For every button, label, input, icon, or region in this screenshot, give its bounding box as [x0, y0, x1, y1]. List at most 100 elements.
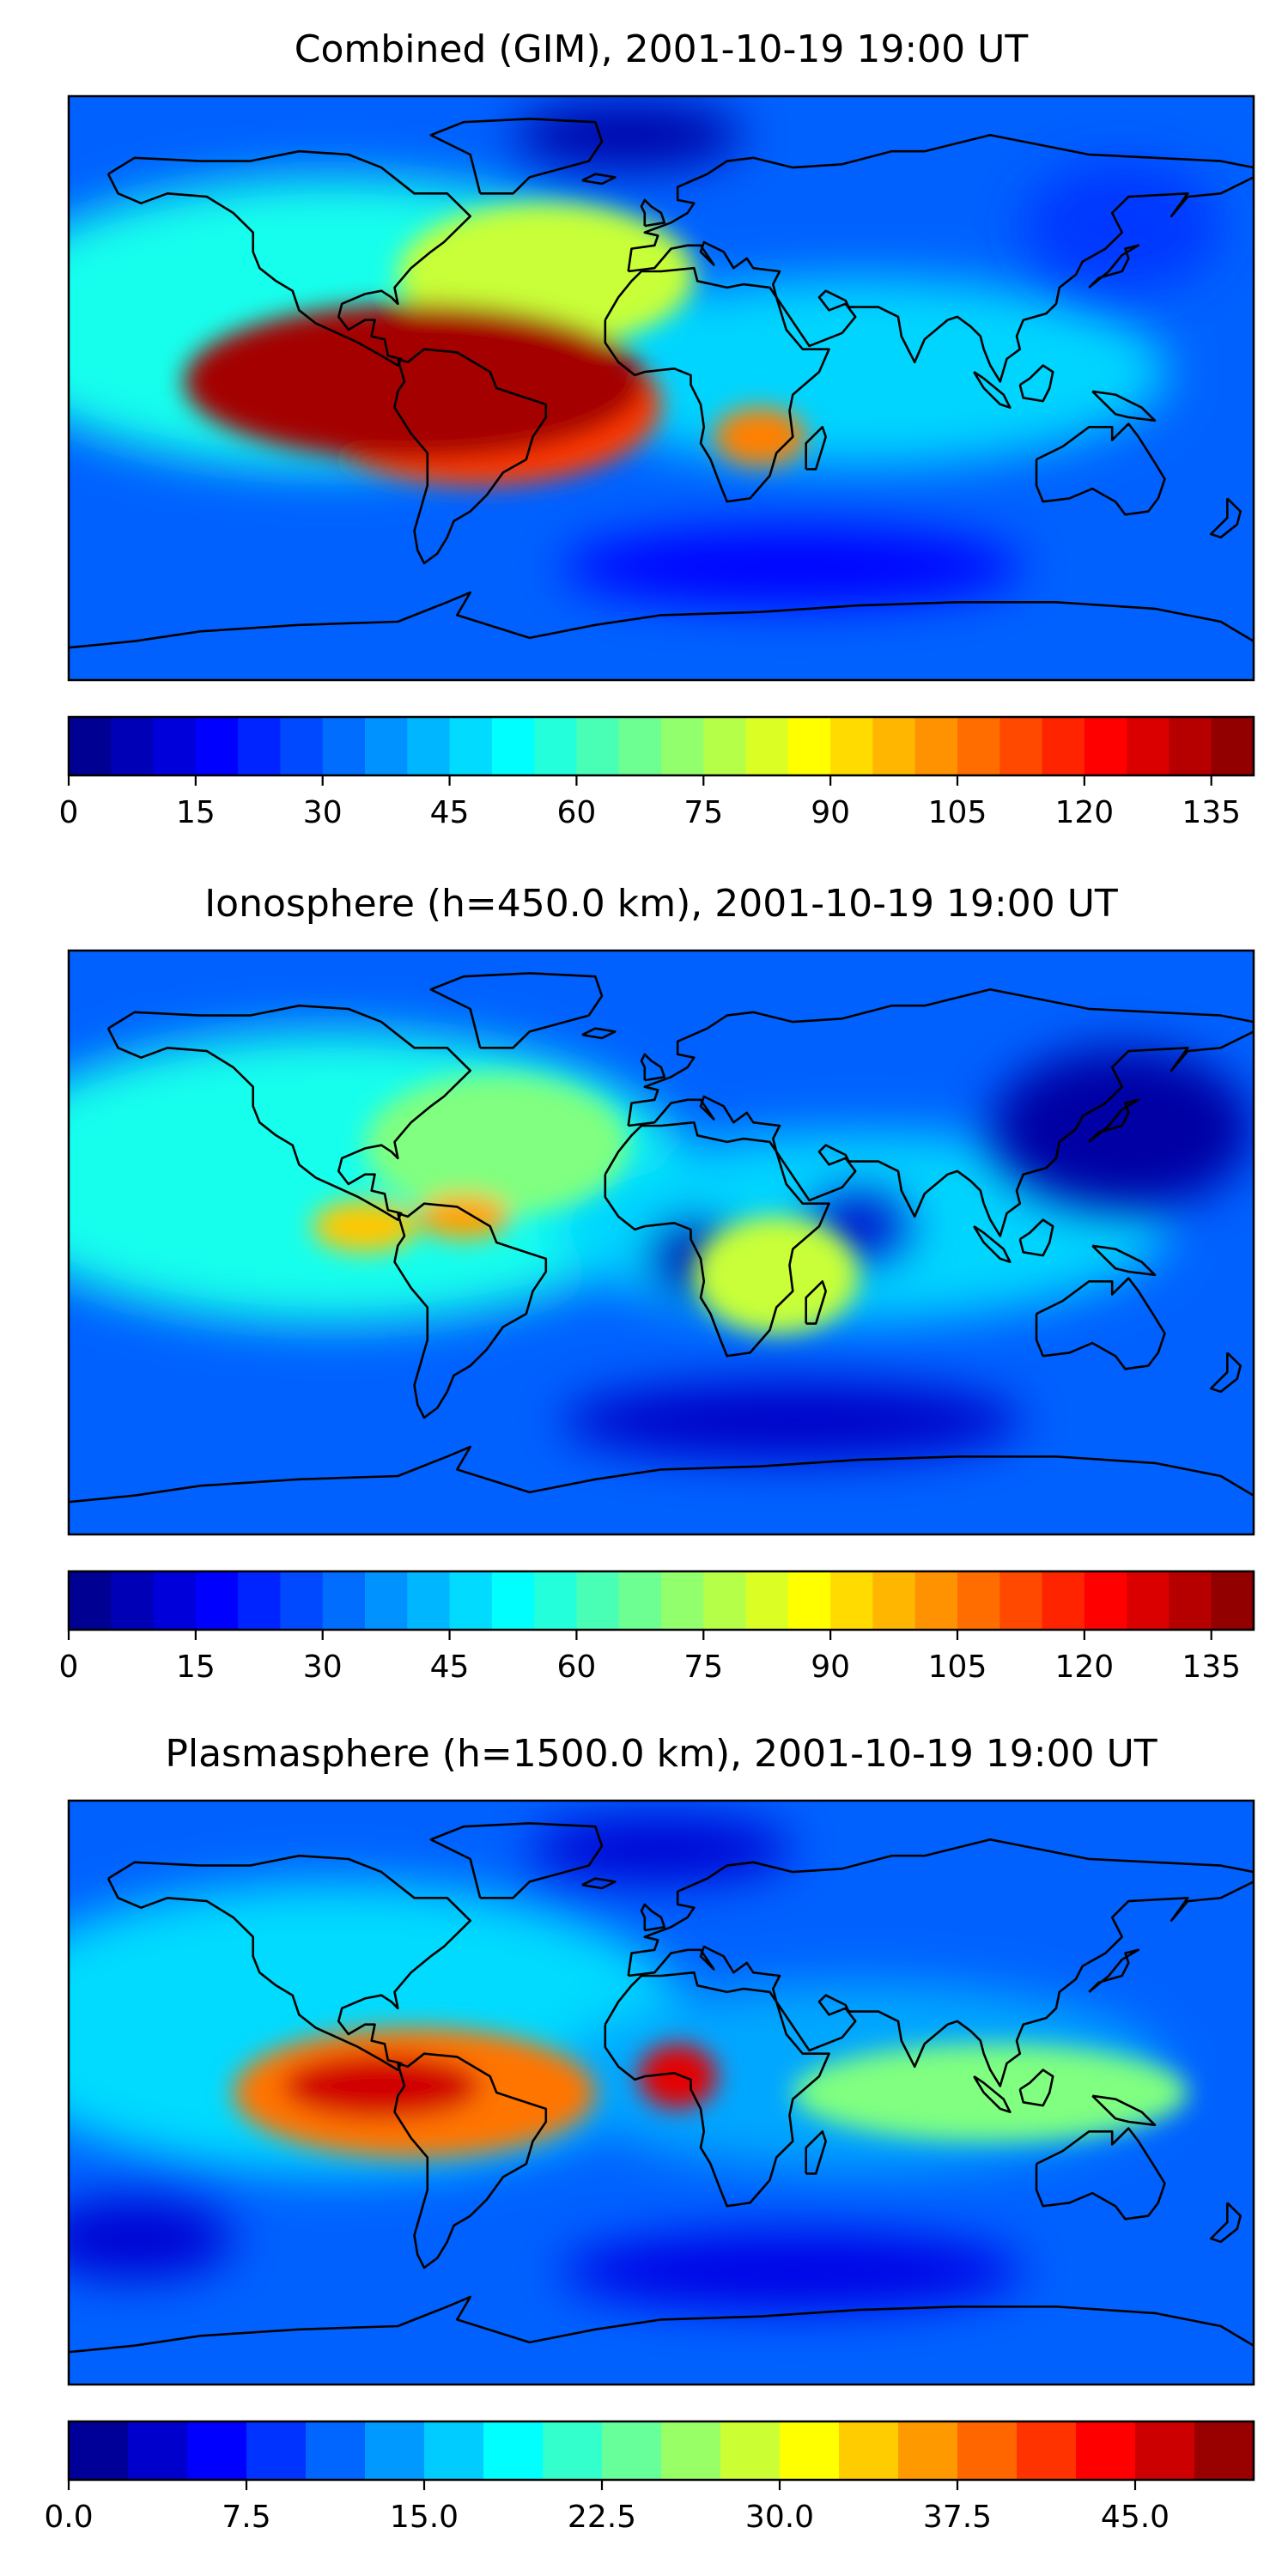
- coast-iceland: [581, 1877, 617, 1890]
- colorbar-segment: [534, 717, 578, 775]
- colorbar-segment: [306, 2421, 366, 2480]
- colorbar-segment: [839, 2421, 899, 2480]
- colorbar-segment: [1084, 1571, 1127, 1630]
- colorbar-segment: [1169, 717, 1212, 775]
- colorbar-segment: [1127, 717, 1170, 775]
- colorbar-segment: [534, 1571, 578, 1630]
- colorbar-segment: [424, 2421, 484, 2480]
- colorbar-segment: [69, 717, 112, 775]
- colorbar-segment: [1127, 1571, 1170, 1630]
- colorbar-segment: [957, 717, 1000, 775]
- colorbar-segment: [830, 717, 874, 775]
- tec-peak: [312, 1200, 418, 1253]
- colorbar-segment: [69, 1571, 112, 1630]
- panel-plasmasphere: Plasmasphere (h=1500.0 km), 2001-10-19 1…: [44, 1732, 1255, 2535]
- coast-antarctica: [69, 2295, 1254, 2354]
- coast-australia: [1035, 2127, 1166, 2221]
- colorbar-segment: [661, 717, 704, 775]
- coast-iceland: [581, 1027, 617, 1040]
- coast-iceland: [581, 173, 617, 185]
- coast-south-america: [393, 1202, 548, 1419]
- colorbar-frame: [67, 2420, 1255, 2482]
- colorbar-tick-label: 30: [303, 1649, 343, 1685]
- coast-australia: [1035, 422, 1166, 516]
- coast-africa: [604, 1971, 830, 2208]
- colorbar-segment: [111, 717, 155, 775]
- colorbar: 0.0 7.5 15.0 22.5 30.0 37.5 45.0: [44, 2420, 1255, 2535]
- colorbar-segment: [576, 1571, 620, 1630]
- coast-sumatra: [973, 371, 1012, 410]
- coast-japan: [1088, 1098, 1140, 1143]
- colorbar-frame: [67, 1570, 1255, 1631]
- colorbar-segment: [322, 717, 366, 775]
- coast-uk: [640, 1903, 666, 1932]
- coast-eurasia: [627, 1838, 1254, 2087]
- colorbar-frame: [67, 715, 1255, 777]
- colorbar-segment: [661, 1571, 704, 1630]
- coast-antarctica: [69, 591, 1254, 649]
- colorbar-segment: [1076, 2421, 1136, 2480]
- colorbar-segment: [111, 1571, 155, 1630]
- tec-peak: [793, 2044, 1188, 2142]
- colorbar-segment: [1084, 717, 1127, 775]
- colorbar-segment: [407, 717, 451, 775]
- colorbar-tick-label: 7.5: [222, 2500, 270, 2535]
- colorbar-segment: [543, 2421, 603, 2480]
- colorbar-segment: [703, 717, 747, 775]
- coast-borneo: [1018, 2069, 1054, 2107]
- coast-japan: [1088, 244, 1140, 289]
- colorbar-tick-label: 90: [811, 795, 850, 830]
- coast-greenland: [429, 1822, 604, 1899]
- colorbar-segment: [999, 717, 1043, 775]
- colorbar-tick-label: 90: [811, 1649, 850, 1685]
- coastlines: [69, 118, 1254, 649]
- colorbar-tick-label: 45: [430, 795, 470, 830]
- coast-south-america: [393, 2052, 548, 2269]
- tec-map: [69, 96, 1254, 680]
- panel-title: Plasmasphere (h=1500.0 km), 2001-10-19 1…: [165, 1732, 1157, 1776]
- coast-south-america: [393, 348, 548, 565]
- tec-map: [69, 1801, 1254, 2385]
- coastlines: [69, 1822, 1254, 2354]
- tec-low: [562, 1382, 1024, 1461]
- coast-north-america: [106, 1004, 472, 1221]
- tec-peak: [283, 2053, 481, 2119]
- map-frame: [67, 949, 1255, 1536]
- colorbar-segment: [661, 2421, 721, 2480]
- coast-new-zealand: [1209, 497, 1242, 539]
- colorbar-tick-label: 22.5: [568, 2500, 636, 2535]
- coast-africa: [604, 1121, 830, 1358]
- colorbar-segment: [195, 717, 239, 775]
- colorbar-segment: [914, 717, 958, 775]
- coast-greenland: [429, 118, 604, 195]
- panel-ionosphere: Ionosphere (h=450.0 km), 2001-10-19 19:0…: [59, 882, 1255, 1685]
- colorbar-segment: [618, 1571, 662, 1630]
- colorbar-tick-label: 105: [928, 1649, 987, 1685]
- colorbar-tick-label: 45: [430, 1649, 470, 1685]
- colorbar: 0 15 30 45 60 75 90 105 120 135: [59, 715, 1255, 830]
- colorbar-tick-label: 0.0: [44, 2500, 93, 2535]
- colorbar-tick-label: 135: [1182, 795, 1241, 830]
- colorbar-segment: [195, 1571, 239, 1630]
- colorbar-segment: [830, 1571, 874, 1630]
- colorbar-tick-label: 0: [59, 1649, 79, 1685]
- colorbar-segment: [246, 2421, 307, 2480]
- colorbar-tick-label: 0: [59, 795, 79, 830]
- colorbar-segment: [491, 717, 535, 775]
- tec-peak: [638, 2044, 718, 2109]
- colorbar-segment: [1169, 1571, 1212, 1630]
- colorbar-segment: [1194, 2421, 1255, 2480]
- colorbar-segment: [1042, 1571, 1085, 1630]
- colorbar-segment: [999, 1571, 1043, 1630]
- colorbar-tick-label: 30: [303, 795, 343, 830]
- tec-peak: [714, 407, 806, 466]
- tec-peak: [417, 1194, 510, 1240]
- colorbar-segment: [280, 717, 324, 775]
- coast-uk: [640, 1053, 666, 1082]
- tec-peak: [694, 1216, 860, 1334]
- coast-madagascar: [805, 425, 828, 471]
- colorbar-segment: [483, 2421, 544, 2480]
- coast-japan: [1088, 1948, 1140, 1993]
- coast-north-america: [106, 1854, 472, 2071]
